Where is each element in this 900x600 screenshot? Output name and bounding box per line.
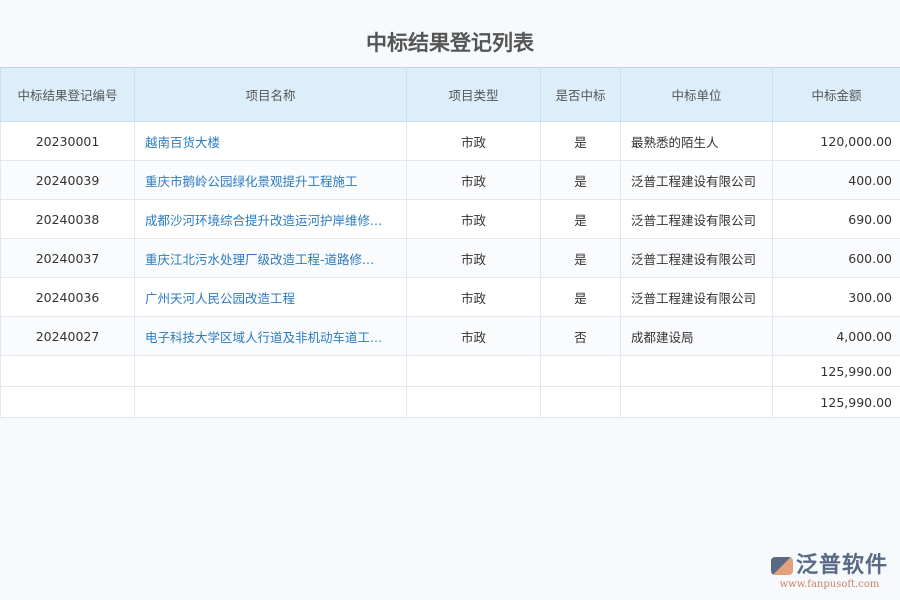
cell-type: 市政 [406,160,541,200]
cell-won: 否 [540,316,621,356]
cell-id: 20240027 [0,316,135,356]
cell-amount: 690.00 [772,199,900,239]
table-header: 中标结果登记编号 项目名称 项目类型 是否中标 中标单位 中标金额 [0,67,900,122]
cell-id: 20230001 [0,121,135,161]
cell-id: 20240037 [0,238,135,278]
table-row[interactable]: 20240039 重庆市鹅岭公园绿化景观提升工程施工 市政 是 泛普工程建设有限… [0,160,900,200]
column-header[interactable]: 中标金额 [772,67,900,122]
cell-type: 市政 [406,121,541,161]
cell-won: 是 [540,277,621,317]
cell-type: 市政 [406,199,541,239]
project-name-link[interactable]: 重庆江北污水处理厂级改造工程-道路修... [134,238,407,278]
total-amount: 125,990.00 [772,355,900,387]
project-name-link[interactable]: 重庆市鹅岭公园绿化景观提升工程施工 [134,160,407,200]
total-row: 125,990.00 [0,355,900,387]
project-name-link[interactable]: 成都沙河环境综合提升改造运河护岸维修... [134,199,407,239]
project-name-link[interactable]: 电子科技大学区域人行道及非机动车道工... [134,316,407,356]
cell-id: 20240038 [0,199,135,239]
total-amount: 125,990.00 [772,386,900,418]
cell-id: 20240036 [0,277,135,317]
cell-amount: 120,000.00 [772,121,900,161]
cell-won: 是 [540,160,621,200]
cell-won: 是 [540,238,621,278]
column-header[interactable]: 项目类型 [406,67,541,122]
logo-icon [770,557,793,575]
column-header[interactable]: 中标单位 [620,67,773,122]
table-row[interactable]: 20240027 电子科技大学区域人行道及非机动车道工... 市政 否 成都建设… [0,316,900,356]
cell-type: 市政 [406,316,541,356]
table-row[interactable]: 20240037 重庆江北污水处理厂级改造工程-道路修... 市政 是 泛普工程… [0,238,900,278]
table-row[interactable]: 20240038 成都沙河环境综合提升改造运河护岸维修... 市政 是 泛普工程… [0,199,900,239]
cell-won: 是 [540,199,621,239]
cell-unit: 泛普工程建设有限公司 [620,199,773,239]
cell-type: 市政 [406,238,541,278]
cell-amount: 600.00 [772,238,900,278]
cell-unit: 最熟悉的陌生人 [620,121,773,161]
cell-unit: 泛普工程建设有限公司 [620,160,773,200]
column-header[interactable]: 项目名称 [134,67,407,122]
bid-result-table: 中标结果登记编号 项目名称 项目类型 是否中标 中标单位 中标金额 20230001 越南… [0,67,900,418]
table-row[interactable]: 20230001 越南百货大楼 市政 是 最熟悉的陌生人 120,000.00 [0,121,900,161]
cell-amount: 300.00 [772,277,900,317]
column-header[interactable]: 是否中标 [540,67,621,122]
logo-url: www.fanpusoft.com [779,579,880,590]
cell-id: 20240039 [0,160,135,200]
page-title: 中标结果登记列表 [366,31,534,55]
cell-amount: 400.00 [772,160,900,200]
total-row: 125,990.00 [0,386,900,418]
cell-unit: 泛普工程建设有限公司 [620,277,773,317]
column-header[interactable]: 中标结果登记编号 [0,67,135,122]
table-row[interactable]: 20240036 广州天河人民公园改造工程 市政 是 泛普工程建设有限公司 30… [0,277,900,317]
project-name-link[interactable]: 广州天河人民公园改造工程 [134,277,407,317]
cell-type: 市政 [406,277,541,317]
cell-amount: 4,000.00 [772,316,900,356]
project-name-link[interactable]: 越南百货大楼 [134,121,407,161]
cell-unit: 成都建设局 [620,316,773,356]
logo-name: 泛普软件 [795,553,888,578]
fanpu-logo: 泛普软件 www.fanpusoft.com [770,547,888,590]
cell-won: 是 [540,121,621,161]
cell-unit: 泛普工程建设有限公司 [620,238,773,278]
